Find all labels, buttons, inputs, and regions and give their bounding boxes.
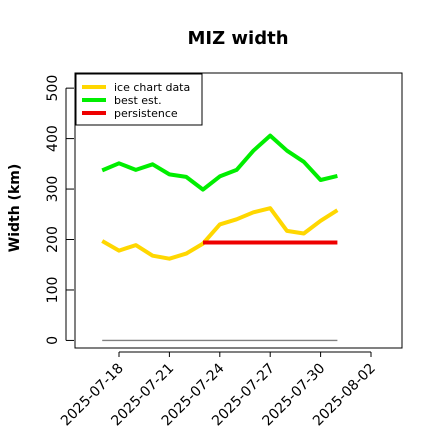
y-tick-label-300: 300 [45, 176, 61, 203]
y-tick-label-400: 400 [45, 125, 61, 152]
legend-label-ice-chart-data: ice chart data [114, 81, 190, 94]
y-tick-label-500: 500 [45, 75, 61, 102]
y-tick-label-100: 100 [45, 277, 61, 304]
series-line-best-est [101, 133, 338, 192]
legend-box [75, 73, 203, 126]
legend-label-best-est: best est. [114, 94, 162, 107]
plot-area [74, 72, 403, 349]
legend: ice chart data best est. persistence [75, 73, 203, 126]
y-axis-label: Width (km) [7, 164, 23, 253]
chart-title: MIZ width [187, 28, 288, 49]
legend-label-persistence: persistence [114, 107, 178, 120]
y-tick-label-0: 0 [45, 336, 61, 345]
series-line-ice-chart-data [101, 206, 339, 261]
y-tick-label-200: 200 [45, 226, 61, 253]
chart-marks: 01002003004005002025-07-182025-07-212025… [45, 75, 379, 430]
